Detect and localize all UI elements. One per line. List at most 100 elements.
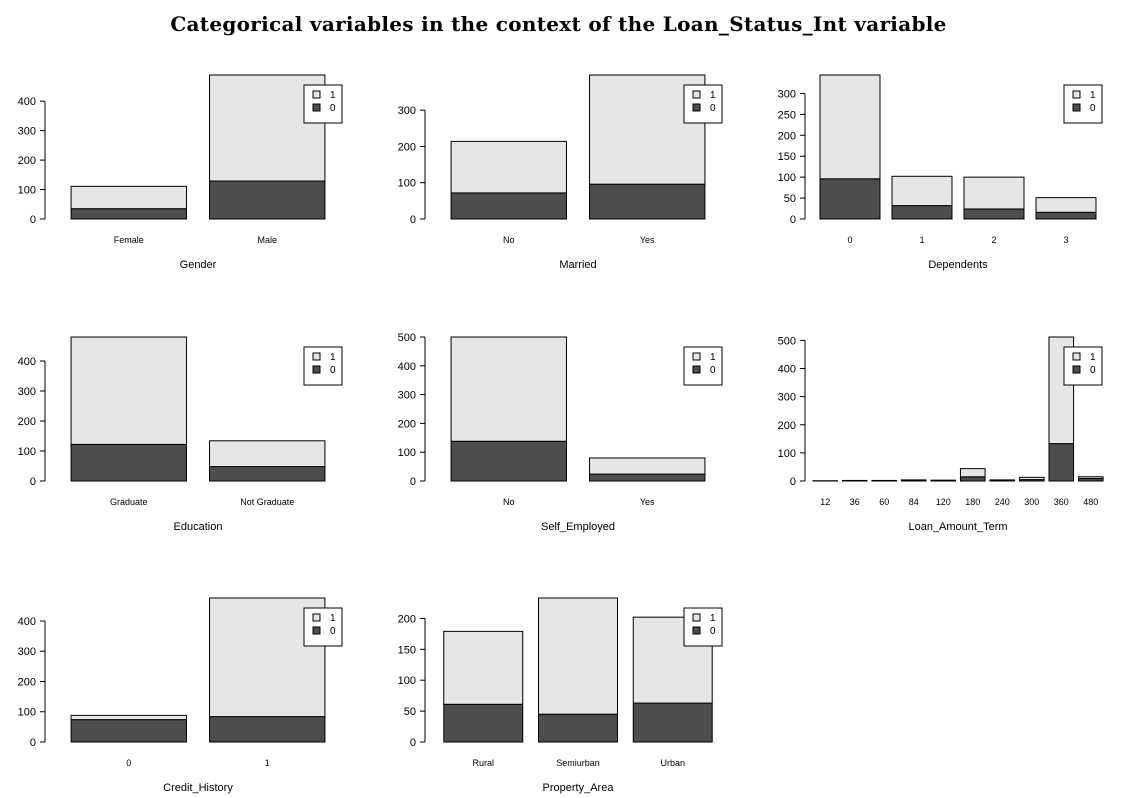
- x-category-label: 300: [1024, 497, 1039, 507]
- x-category-label: Graduate: [110, 497, 148, 507]
- y-tick-label: 400: [18, 616, 36, 628]
- legend-box: [1063, 84, 1103, 124]
- y-tick-label: 300: [778, 392, 796, 404]
- x-axis-title: Dependents: [928, 259, 988, 271]
- legend-label-0: 0: [710, 103, 716, 114]
- legend-swatch-1: [1072, 352, 1081, 361]
- x-category-label: 1: [265, 758, 270, 768]
- x-category-label: Not Graduate: [240, 497, 294, 507]
- legend-label-0: 0: [330, 103, 336, 114]
- legend-label-1: 1: [330, 352, 336, 363]
- legend-swatch-0: [1072, 103, 1081, 112]
- x-category-label: 0: [847, 235, 852, 245]
- x-category-label: Male: [257, 235, 277, 245]
- x-category-label: 240: [995, 497, 1010, 507]
- x-axis-title: Education: [174, 521, 223, 533]
- bar-2-status-1: [963, 176, 1025, 210]
- y-tick-label: 0: [790, 476, 796, 488]
- bar-no-status-1: [450, 140, 567, 194]
- bar-yes-status-0: [589, 473, 706, 482]
- y-tick-label: 400: [398, 361, 416, 373]
- legend-box: [1063, 346, 1103, 386]
- legend-label-0: 0: [330, 365, 336, 376]
- panel-education: 0 100 200 300 400 Graduate Not Graduate Educati…: [18, 336, 343, 533]
- legend-label-0: 0: [710, 365, 716, 376]
- bar-0-status-0: [819, 178, 881, 220]
- bar-300-status-1: [1018, 476, 1045, 481]
- legend-swatch-0: [1072, 365, 1081, 374]
- legend-label-1: 1: [710, 613, 716, 624]
- y-tick-label: 0: [410, 476, 416, 488]
- legend-label-0: 0: [1090, 103, 1096, 114]
- x-category-label: Yes: [640, 235, 655, 245]
- bar-480-status-1: [1077, 476, 1104, 479]
- legend-swatch-0: [692, 626, 701, 635]
- y-tick-label: 500: [398, 332, 416, 344]
- bar-180-status-1: [959, 468, 986, 478]
- legend-swatch-0: [692, 365, 701, 374]
- legend-label-0: 0: [330, 626, 336, 637]
- legend-label-1: 1: [330, 90, 336, 101]
- y-tick-label: 400: [18, 356, 36, 368]
- x-category-label: Semiurban: [556, 758, 600, 768]
- y-tick-label: 0: [30, 737, 36, 749]
- y-tick-label: 100: [18, 185, 36, 197]
- bar-graduate-status-0: [70, 443, 187, 482]
- x-axis-title: Loan_Amount_Term: [908, 521, 1007, 533]
- y-tick-label: 300: [18, 386, 36, 398]
- y-tick-label: 0: [410, 214, 416, 226]
- x-category-label: 480: [1083, 497, 1098, 507]
- y-tick-label: 0: [410, 737, 416, 749]
- bar-rural-status-0: [443, 703, 524, 743]
- y-tick-label: 200: [18, 416, 36, 428]
- y-tick-label: 300: [398, 390, 416, 402]
- y-tick-label: 50: [404, 706, 416, 718]
- x-category-label: 2: [991, 235, 996, 245]
- legend-swatch-0: [312, 103, 321, 112]
- bar-240-status-1: [989, 479, 1016, 482]
- bar-no-status-0: [450, 192, 567, 220]
- y-tick-label: 100: [18, 446, 36, 458]
- bar-rural-status-1: [443, 630, 524, 705]
- bar-1-status-0: [891, 205, 953, 220]
- y-tick-label: 300: [18, 646, 36, 658]
- legend-box: [683, 346, 723, 386]
- bar-0-status-0: [70, 719, 187, 743]
- x-category-label: 180: [965, 497, 980, 507]
- bar-120-status-1: [930, 479, 957, 482]
- bar-not-graduate-status-1: [209, 440, 326, 468]
- y-tick-label: 0: [30, 476, 36, 488]
- legend-swatch-1: [1072, 90, 1081, 99]
- y-tick-label: 200: [778, 420, 796, 432]
- x-category-label: 3: [1063, 235, 1068, 245]
- x-axis-title: Self_Employed: [541, 521, 615, 533]
- legend-box: [303, 607, 343, 647]
- bar-84-status-1: [900, 479, 927, 482]
- x-axis-title: Credit_History: [163, 782, 233, 794]
- x-category-label: No: [503, 235, 515, 245]
- x-category-label: 360: [1054, 497, 1069, 507]
- legend-label-0: 0: [1090, 365, 1096, 376]
- y-tick-label: 100: [398, 675, 416, 687]
- bar-1-status-1: [891, 175, 953, 207]
- legend-box: [683, 84, 723, 124]
- y-tick-label: 100: [398, 447, 416, 459]
- legend: 10: [683, 607, 723, 647]
- bar-180-status-0: [959, 476, 986, 482]
- legend-label-1: 1: [710, 90, 716, 101]
- bar-yes-status-0: [589, 183, 706, 220]
- x-axis-title: Married: [559, 259, 596, 271]
- bar-no-status-1: [450, 336, 567, 442]
- x-category-label: 1: [919, 235, 924, 245]
- x-category-label: 84: [909, 497, 919, 507]
- bar-female-status-1: [70, 185, 187, 210]
- y-tick-label: 0: [30, 214, 36, 226]
- bar-360-status-0: [1048, 443, 1075, 482]
- y-tick-label: 300: [778, 88, 796, 100]
- y-tick-label: 200: [18, 155, 36, 167]
